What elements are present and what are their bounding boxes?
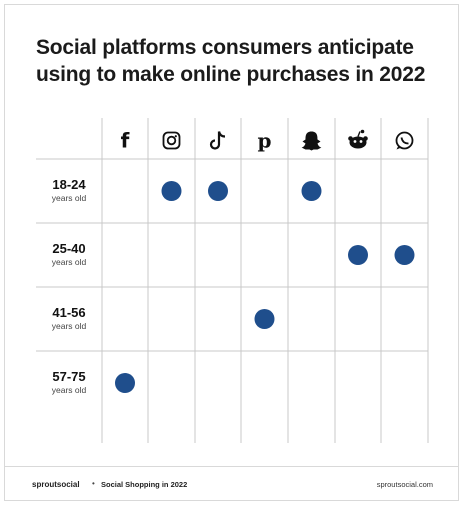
age-unit: years old — [51, 257, 87, 267]
reddit-icon — [348, 129, 368, 149]
chart-title: Social platforms consumers anticipate us… — [36, 34, 436, 88]
snapchat-icon — [301, 131, 322, 151]
row-label: 41-56 years old — [29, 305, 109, 332]
instagram-icon — [162, 131, 181, 150]
age-range: 25-40 — [52, 241, 86, 256]
title-line: using to make online purchases in 2022 — [36, 63, 426, 86]
footer: sproutsocial • Social Shopping in 2022 s… — [4, 466, 459, 501]
age-range: 41-56 — [52, 305, 86, 320]
publication-title: Social Shopping in 2022 — [101, 480, 188, 489]
age-unit: years old — [51, 385, 87, 395]
marker-dot — [115, 373, 135, 393]
card-frame — [4, 4, 459, 501]
marker-dot — [348, 245, 368, 265]
marker-dot — [301, 181, 322, 201]
svg-text:f: f — [121, 129, 130, 153]
whatsapp-icon — [395, 131, 414, 150]
age-unit: years old — [51, 193, 87, 203]
facebook-icon: f — [121, 129, 130, 153]
site-link[interactable]: sproutsocial.com — [376, 480, 433, 489]
marker-dot — [208, 181, 228, 201]
svg-text:p: p — [258, 129, 272, 153]
marker-dot — [394, 245, 415, 265]
brand-logo: sproutsocial — [32, 480, 80, 489]
title-line: Social platforms consumers anticipate — [36, 36, 414, 59]
age-range: 18-24 — [52, 177, 86, 192]
marker-dot — [161, 181, 182, 201]
age-unit: years old — [51, 321, 87, 331]
pinterest-icon: p — [258, 129, 272, 153]
row-label: 18-24 years old — [29, 177, 109, 204]
row-label: 25-40 years old — [29, 241, 109, 268]
tiktok-icon — [209, 131, 226, 150]
age-range: 57-75 — [52, 369, 86, 384]
marker-dot — [254, 309, 275, 329]
row-label: 57-75 years old — [29, 369, 109, 396]
footer-separator: • — [92, 479, 95, 488]
